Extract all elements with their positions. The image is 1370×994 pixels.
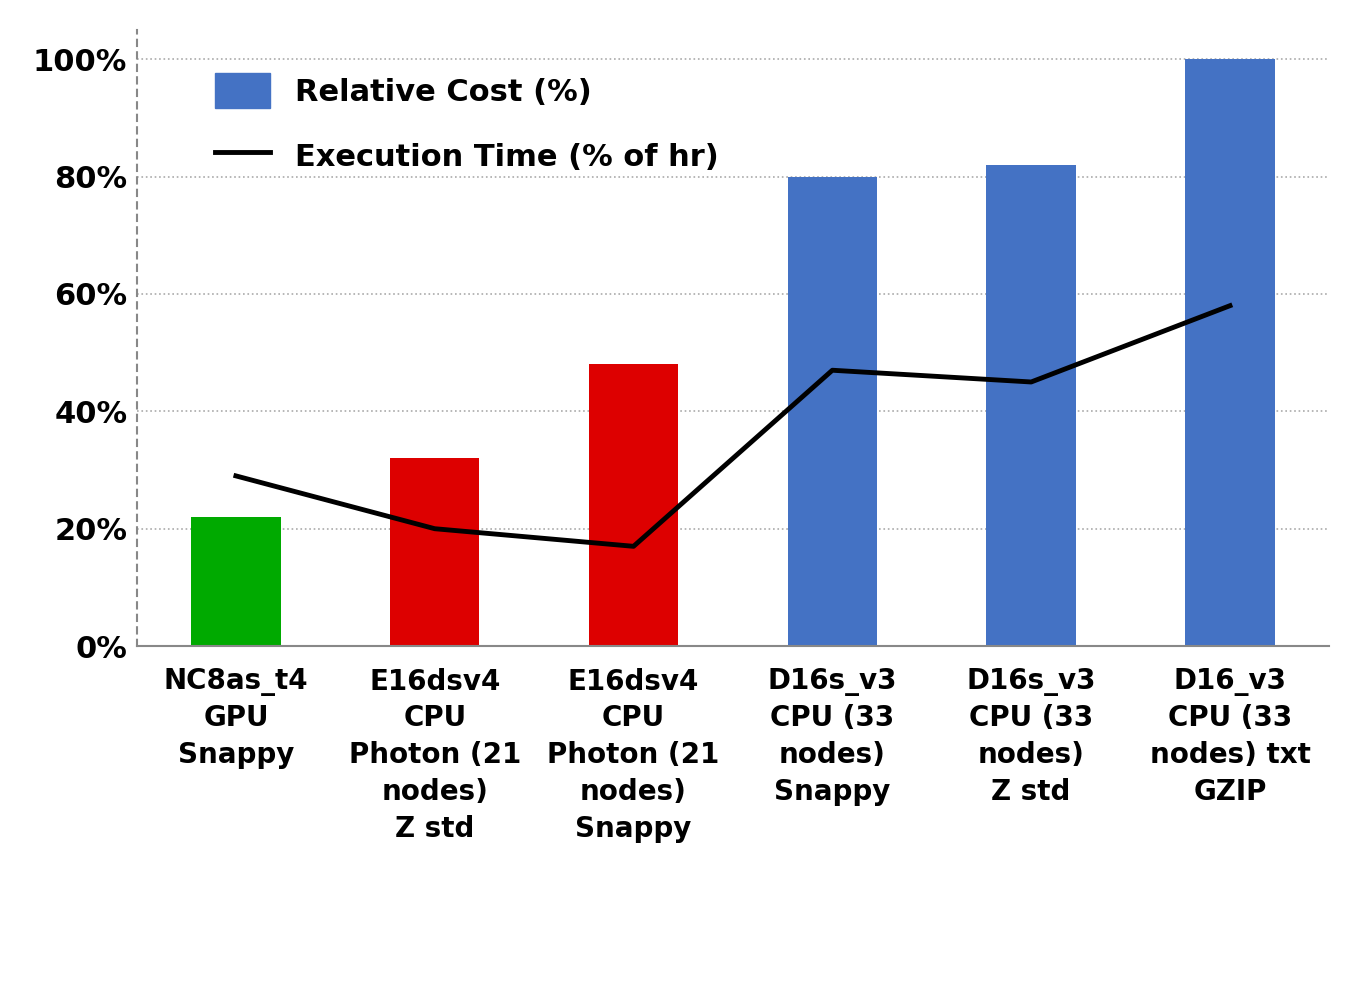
Bar — [390, 458, 480, 646]
Bar — [788, 177, 877, 646]
Bar — [589, 365, 678, 646]
Bar — [986, 165, 1075, 646]
Bar — [1185, 60, 1274, 646]
Bar — [192, 517, 281, 646]
Legend: Relative Cost (%), Execution Time (% of hr): Relative Cost (%), Execution Time (% of … — [200, 58, 734, 189]
